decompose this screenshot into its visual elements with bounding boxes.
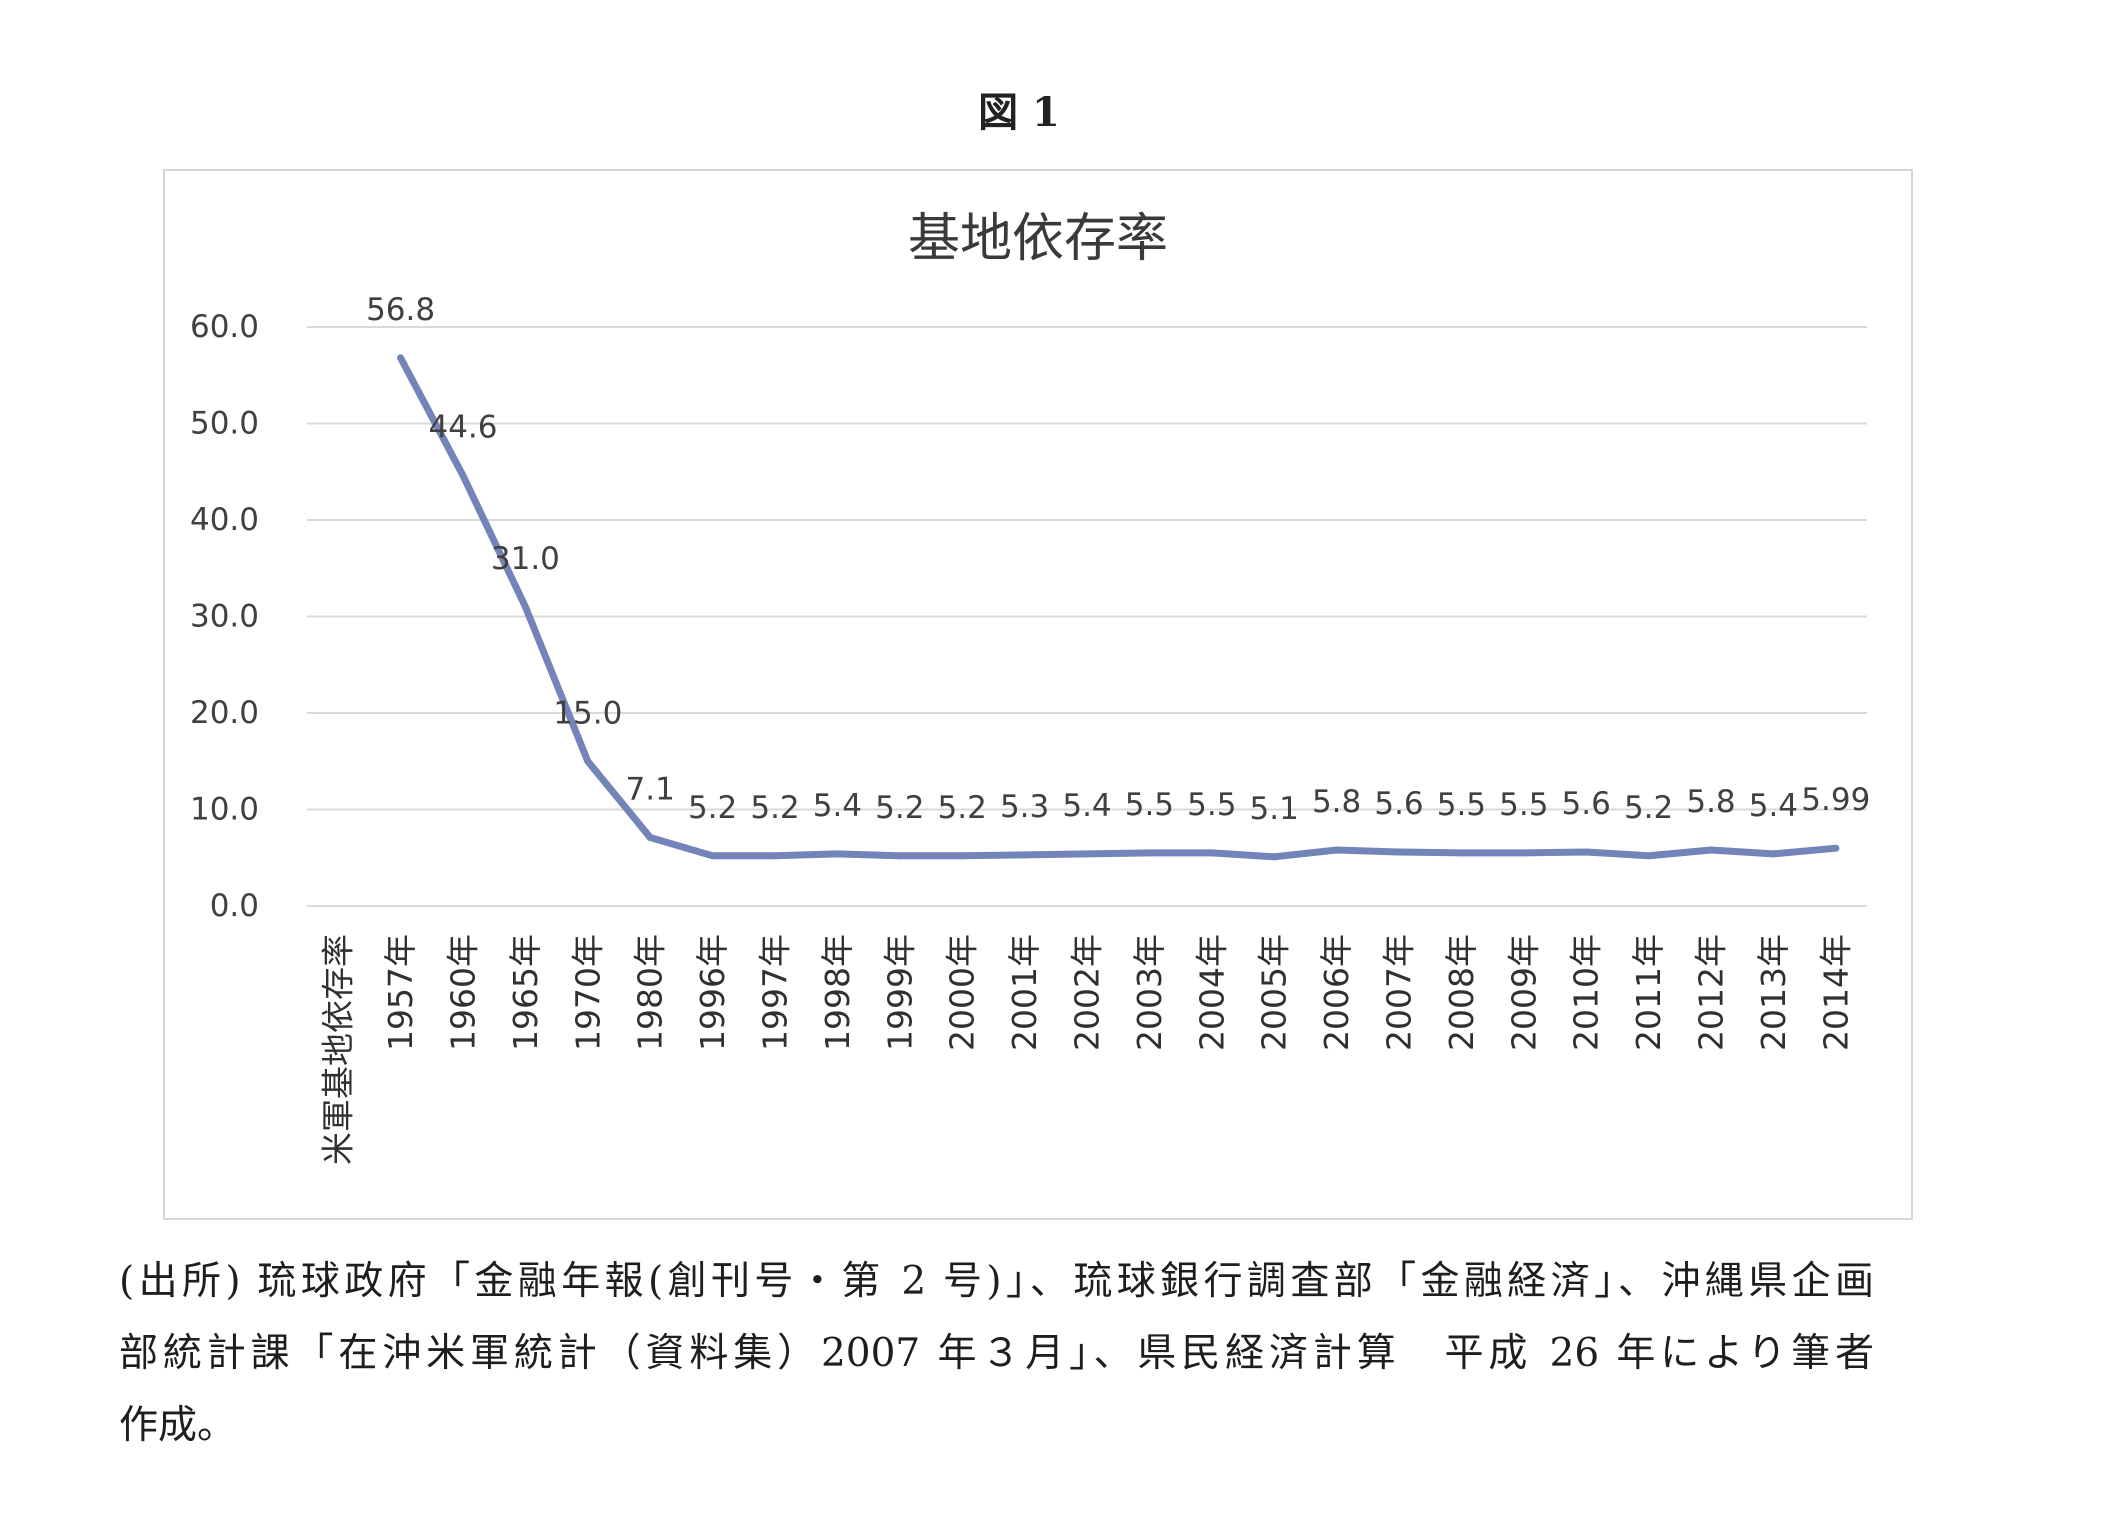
data-point (833, 850, 841, 858)
y-tick-label: 0.0 (210, 888, 259, 924)
data-point (1021, 851, 1029, 859)
y-tick-label: 60.0 (190, 309, 259, 345)
data-label: 5.5 (1125, 787, 1174, 823)
x-axis-labels: 米軍基地依存率 1957年 1960年 1965年 1970年 1980年 1996年 199… (319, 934, 1856, 1165)
x-tick-label: 2012年 (1692, 934, 1731, 1051)
data-point (896, 852, 904, 860)
x-tick-label: 1998年 (818, 934, 857, 1051)
caption-line: 部統計課「在沖米軍統計（資料集）2007 年３月」、県民経済計算 平成 26 年… (119, 1331, 1874, 1376)
chart-title: 基地依存率 (908, 209, 1168, 269)
data-labels: 56.8 44.6 31.0 15.0 7.1 5.2 5.2 5.4 5.2 5.2 5.3 5.4… (366, 292, 1870, 827)
data-label: 44.6 (428, 410, 497, 446)
data-point (1769, 850, 1777, 858)
x-tick-label: 1980年 (631, 934, 670, 1051)
x-tick-label: 2001年 (1005, 934, 1044, 1051)
x-tick-label: 2011年 (1629, 934, 1668, 1051)
data-point (1582, 848, 1590, 856)
data-point (646, 833, 654, 841)
data-point (1395, 848, 1403, 856)
chart-frame: 基地依存率 0.0 10.0 20.0 30.0 40.0 50.0 60.0 米軍基地依存… (163, 169, 1913, 1220)
y-tick-label: 10.0 (190, 792, 259, 828)
data-label: 5.4 (813, 788, 862, 824)
data-point (771, 852, 779, 860)
x-tick-label: 2013年 (1754, 934, 1793, 1051)
data-label: 5.4 (1062, 788, 1111, 824)
data-point (1457, 849, 1465, 857)
data-label: 56.8 (366, 292, 435, 328)
data-point (1832, 844, 1840, 852)
data-point (1333, 846, 1341, 854)
data-point (958, 852, 966, 860)
series (397, 354, 1840, 861)
data-label: 5.2 (875, 790, 924, 826)
data-label: 15.0 (553, 695, 622, 731)
x-tick-label: 2005年 (1255, 934, 1294, 1051)
data-label: 5.3 (1000, 789, 1049, 825)
data-point (1520, 849, 1528, 857)
series-line (397, 354, 1840, 861)
source-caption: (出所) 琉球政府「金融年報(創刊号・第 2 号)」、琉球銀行調査部「金融経済」… (119, 1256, 1874, 1472)
data-label: 7.1 (626, 771, 675, 807)
x-tick-label: 1997年 (756, 934, 795, 1051)
data-label: 5.1 (1250, 791, 1299, 827)
x-tick-label: 2008年 (1442, 934, 1481, 1051)
y-tick-label: 20.0 (190, 695, 259, 731)
data-point (1208, 849, 1216, 857)
data-point (459, 472, 467, 480)
x-tick-label: 1965年 (506, 934, 545, 1051)
x-tick-label: 2004年 (1192, 934, 1231, 1051)
data-point (397, 354, 405, 362)
x-tick-label: 2009年 (1504, 934, 1543, 1051)
data-label: 5.5 (1499, 787, 1548, 823)
x-tick-label: 米軍基地依存率 (319, 934, 358, 1165)
x-tick-label: 2010年 (1567, 934, 1606, 1051)
y-tick-label: 40.0 (190, 502, 259, 538)
data-point (584, 757, 592, 765)
data-label: 5.5 (1187, 787, 1236, 823)
x-tick-label: 2000年 (943, 934, 982, 1051)
data-label: 5.4 (1749, 788, 1798, 824)
data-label: 31.0 (491, 541, 560, 577)
x-tick-label: 1957年 (381, 934, 420, 1051)
data-label: 5.2 (688, 790, 737, 826)
x-tick-label: 2007年 (1380, 934, 1419, 1051)
data-label: 5.6 (1562, 786, 1611, 822)
y-tick-label: 30.0 (190, 599, 259, 635)
data-point (521, 603, 529, 611)
line-chart: 基地依存率 0.0 10.0 20.0 30.0 40.0 50.0 60.0 米軍基地依存… (190, 209, 1870, 1165)
x-tick-label: 2002年 (1068, 934, 1107, 1051)
data-point (1270, 853, 1278, 861)
data-label: 5.6 (1374, 786, 1423, 822)
x-tick-label: 1996年 (693, 934, 732, 1051)
data-label: 5.8 (1312, 784, 1361, 820)
data-label: 5.2 (938, 790, 987, 826)
data-label: 5.2 (750, 790, 799, 826)
data-point (1145, 849, 1153, 857)
x-tick-label: 2006年 (1317, 934, 1356, 1051)
caption-line: 作成。 (119, 1403, 237, 1448)
data-label: 5.8 (1686, 784, 1735, 820)
x-tick-label: 1960年 (444, 934, 483, 1051)
data-point (1083, 850, 1091, 858)
caption-line: (出所) 琉球政府「金融年報(創刊号・第 2 号)」、琉球銀行調査部「金融経済」… (119, 1259, 1874, 1304)
data-point (709, 852, 717, 860)
data-point (1707, 846, 1715, 854)
y-tick-label: 50.0 (190, 406, 259, 442)
x-tick-label: 1999年 (880, 934, 919, 1051)
data-label: 5.5 (1437, 787, 1486, 823)
data-label: 5.2 (1624, 790, 1673, 826)
figure-label: 図 1 (978, 89, 1060, 136)
data-point (1645, 852, 1653, 860)
x-tick-label: 2003年 (1130, 934, 1169, 1051)
x-tick-label: 2014年 (1816, 934, 1855, 1051)
y-axis-labels: 0.0 10.0 20.0 30.0 40.0 50.0 60.0 (190, 309, 259, 924)
x-tick-label: 1970年 (568, 934, 607, 1051)
data-label: 5.99 (1801, 782, 1870, 818)
